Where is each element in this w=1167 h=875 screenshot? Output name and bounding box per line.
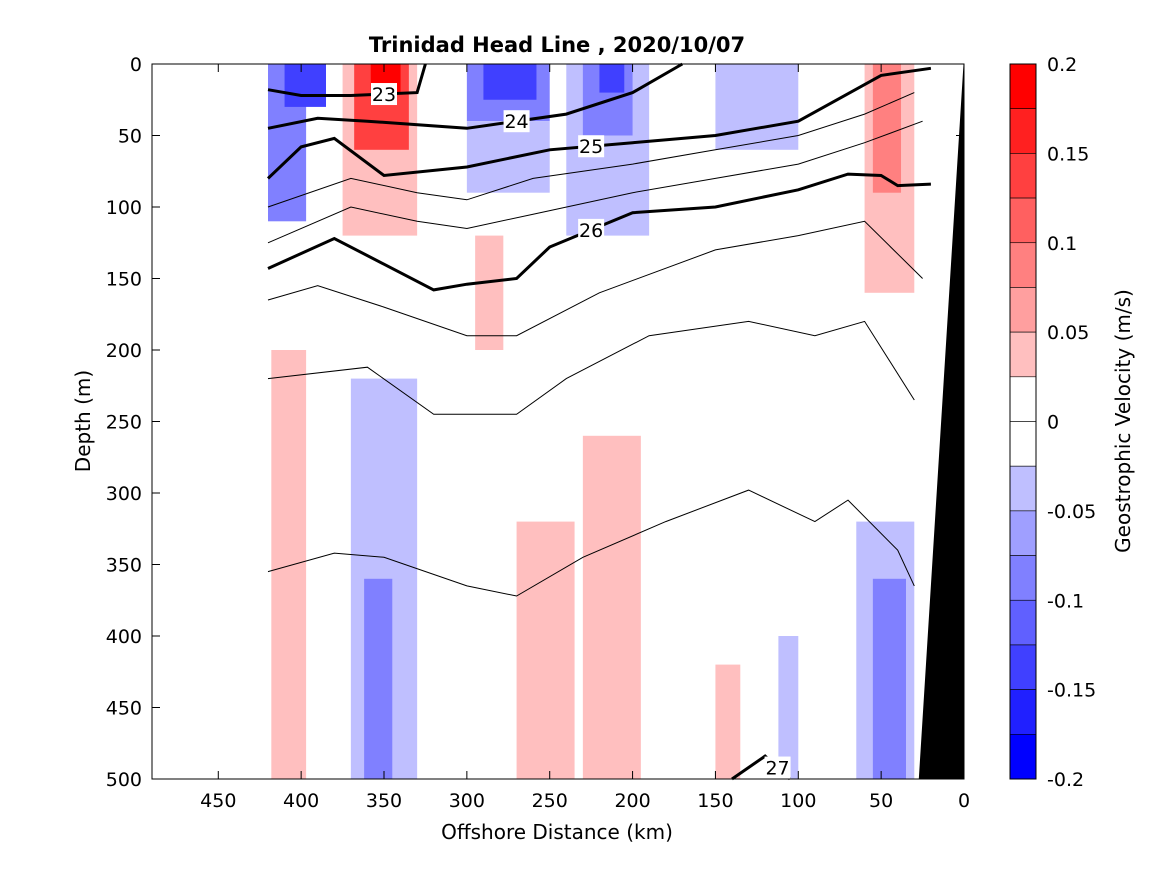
thin-contour-2 bbox=[267, 220, 923, 337]
isopycnal-label-25: 25 bbox=[579, 136, 603, 158]
colorbar-ticks: 0.2 0.15 0.1 0.05 0 -0.05 -0.1 -0.15 -0.2 bbox=[1047, 54, 1096, 791]
colorbar-band-13 bbox=[1009, 644, 1037, 690]
y-tick-label-250: 250 bbox=[106, 412, 142, 434]
thin-contour-3 bbox=[267, 320, 915, 415]
y-tick-label-0: 0 bbox=[130, 54, 142, 76]
colorbar-band-9 bbox=[1009, 465, 1037, 512]
colorbar-band-0 bbox=[1009, 63, 1037, 109]
isopycnal-23 bbox=[267, 63, 427, 97]
isopycnal-label-24: 24 bbox=[504, 111, 528, 133]
isopycnal-label-23: 23 bbox=[372, 84, 396, 106]
velocity-cell-7 bbox=[483, 64, 537, 100]
x-tick-label-0: 0 bbox=[958, 790, 970, 812]
x-tick-label-150: 150 bbox=[697, 790, 733, 812]
thin-contour-0 bbox=[267, 92, 915, 208]
x-axis-label: Offshore Distance (km) bbox=[441, 820, 673, 844]
y-tick-label-50: 50 bbox=[118, 126, 142, 148]
colorbar-tick-label-6: -0.1 bbox=[1047, 590, 1084, 612]
x-tick-label-100: 100 bbox=[780, 790, 816, 812]
colorbar-band-3 bbox=[1009, 197, 1037, 244]
colorbar-band-6 bbox=[1009, 331, 1037, 378]
colorbar-band-12 bbox=[1009, 599, 1037, 646]
colorbar-band-2 bbox=[1009, 153, 1037, 199]
plot-area: 23 24 25 26 27 bbox=[151, 62, 965, 781]
velocity-cell-14 bbox=[872, 64, 902, 193]
colorbar-band-11 bbox=[1009, 555, 1037, 601]
colorbar-band-8 bbox=[1009, 421, 1037, 467]
colorbar-band-10 bbox=[1009, 510, 1037, 556]
colorbar-bands bbox=[1009, 63, 1037, 780]
colorbar-tick-label-2: 0.1 bbox=[1047, 233, 1077, 255]
y-tick-label-100: 100 bbox=[106, 197, 142, 219]
velocity-cell-23 bbox=[872, 578, 906, 779]
x-tick-label-350: 350 bbox=[366, 790, 402, 812]
colorbar-label: Geostrophic Velocity (m/s) bbox=[1111, 289, 1135, 553]
velocity-cell-19 bbox=[582, 435, 641, 779]
colorbar-band-14 bbox=[1009, 689, 1037, 735]
velocity-cell-21 bbox=[778, 636, 799, 779]
velocity-cell-15 bbox=[271, 350, 307, 779]
y-tick-label-450: 450 bbox=[106, 698, 142, 720]
colorbar: 0.2 0.15 0.1 0.05 0 -0.05 -0.1 -0.15 -0.2 Geostr… bbox=[1009, 54, 1135, 791]
colorbar-tick-label-3: 0.05 bbox=[1047, 322, 1089, 344]
colorbar-tick-label-1: 0.15 bbox=[1047, 143, 1089, 165]
colorbar-tick-label-0: 0.2 bbox=[1047, 54, 1077, 76]
isopycnal-24 bbox=[267, 62, 684, 130]
colorbar-frame bbox=[1009, 63, 1037, 780]
x-tick-label-50: 50 bbox=[869, 790, 893, 812]
y-axis-ticks: 0 50 100 150 200 250 300 350 400 450 500 bbox=[106, 54, 964, 791]
labeled-isopycnal-contours: 23 24 25 26 27 bbox=[266, 62, 932, 781]
y-tick-label-400: 400 bbox=[106, 626, 142, 648]
isopycnal-label-bg-25 bbox=[578, 135, 605, 158]
velocity-cell-20 bbox=[715, 664, 741, 779]
y-axis-label: Depth (m) bbox=[71, 370, 95, 472]
thin-contour-1 bbox=[267, 120, 923, 244]
velocity-cell-11 bbox=[475, 235, 504, 350]
velocity-cell-10 bbox=[599, 64, 625, 93]
isopycnal-25 bbox=[266, 66, 932, 180]
y-tick-label-300: 300 bbox=[106, 483, 142, 505]
velocity-cell-12 bbox=[715, 64, 799, 150]
y-tick-label-200: 200 bbox=[106, 340, 142, 362]
velocity-cell-18 bbox=[516, 521, 575, 779]
isopycnal-label-26: 26 bbox=[579, 220, 603, 242]
x-tick-label-250: 250 bbox=[532, 790, 568, 812]
colorbar-band-1 bbox=[1009, 108, 1037, 154]
colorbar-tick-label-5: -0.05 bbox=[1047, 501, 1096, 523]
velocity-cell-1 bbox=[284, 64, 326, 107]
colorbar-tick-label-4: 0 bbox=[1047, 412, 1059, 434]
x-tick-label-400: 400 bbox=[283, 790, 319, 812]
x-tick-label-300: 300 bbox=[449, 790, 485, 812]
thin-isopycnal-contours bbox=[267, 92, 923, 597]
colorbar-band-4 bbox=[1009, 242, 1037, 288]
isopycnal-label-bg-24 bbox=[503, 110, 530, 133]
y-tick-label-500: 500 bbox=[106, 769, 142, 791]
x-tick-label-200: 200 bbox=[614, 790, 650, 812]
y-tick-label-150: 150 bbox=[106, 269, 142, 291]
velocity-cell-17 bbox=[364, 578, 393, 779]
x-axis-ticks: 450 400 350 300 250 200 150 100 50 0 bbox=[200, 64, 970, 812]
colorbar-tick-label-7: -0.15 bbox=[1047, 680, 1096, 702]
colorbar-band-5 bbox=[1009, 287, 1037, 333]
colorbar-band-7 bbox=[1009, 376, 1037, 422]
isopycnal-label-bg-26 bbox=[578, 218, 605, 241]
colorbar-band-15 bbox=[1009, 734, 1037, 780]
thin-contour-4 bbox=[267, 489, 915, 597]
colorbar-tick-label-8: -0.2 bbox=[1047, 769, 1084, 791]
y-tick-label-350: 350 bbox=[106, 555, 142, 577]
isopycnal-label-27: 27 bbox=[765, 758, 789, 780]
isopycnal-label-bg-23 bbox=[371, 83, 397, 106]
isopycnal-label-bg-27 bbox=[764, 756, 791, 779]
x-tick-label-450: 450 bbox=[200, 790, 236, 812]
chart-title: Trinidad Head Line , 2020/10/07 bbox=[369, 33, 745, 57]
